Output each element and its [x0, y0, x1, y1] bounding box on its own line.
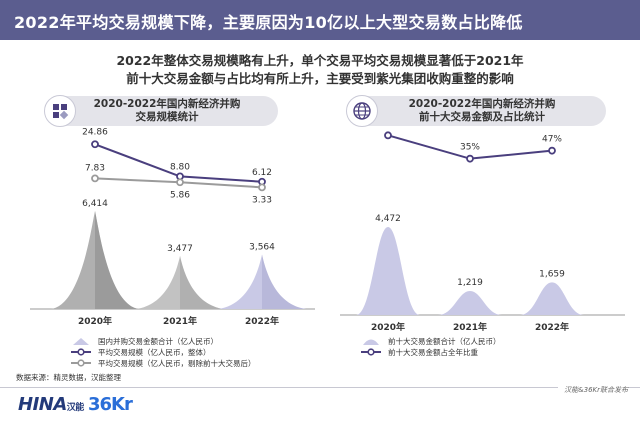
legend-dark-line-mark — [360, 347, 382, 357]
right-peak-label-1: 4,472 — [375, 214, 401, 224]
right-point-share-1 — [384, 131, 392, 140]
grid-squares-icon — [53, 104, 69, 120]
left-chart: 6,414 3,477 3,564 24.86 8.80 6.12 7.83 5.86 3.3… — [30, 128, 315, 327]
hina-logo-text: HINA — [18, 394, 67, 415]
right-peak-1 — [356, 227, 420, 315]
left-label-avg-all-1: 24.86 — [82, 128, 108, 137]
left-peak-shade-2 — [180, 255, 224, 309]
left-label-avg-all-3: 6.12 — [252, 168, 272, 178]
right-point-share-2 — [466, 154, 474, 163]
right-legend-label-2: 前十大交易金额占全年比重 — [388, 347, 478, 357]
legend-peak-mark — [360, 336, 382, 346]
left-point-avg-all-1 — [91, 140, 99, 149]
36kr-logo-text: 36Kr — [88, 394, 133, 415]
right-label-share-2: 35% — [460, 143, 480, 153]
legend-dark-line-mark — [70, 347, 92, 357]
right-panel-header-line-2: 前十大交易金额及占比统计 — [419, 111, 545, 123]
right-panel-header: 2020-2022年国内新经济并购 前十大交易金额及占比统计 — [358, 96, 606, 126]
left-legend-label-3: 平均交易规模（亿人民币，剔除前十大交易后） — [98, 358, 256, 368]
legend-peak-mark — [70, 336, 92, 346]
hina-logo: HINA汉能 — [18, 394, 84, 415]
left-legend-label-1: 国内并购交易金额合计（亿人民币） — [98, 336, 218, 346]
left-panel-icon-circle — [44, 95, 76, 127]
right-label-share-3: 47% — [542, 135, 562, 145]
left-peak-shade-3 — [262, 254, 306, 309]
left-label-avg-all-2: 8.80 — [170, 162, 190, 172]
right-x-tick-1: 2020年 — [371, 321, 405, 333]
left-legend-item-1: 国内并购交易金额合计（亿人民币） — [70, 336, 218, 346]
right-legend-item-2: 前十大交易金额占全年比重 — [360, 347, 478, 357]
subtitle-line-1: 2022年整体交易规模略有上升，单个交易平均交易规模显著低于2021年 — [116, 53, 524, 68]
right-legend-label-1: 前十大交易金额合计（亿人民币） — [388, 336, 501, 346]
left-panel-header-line-2: 交易规模统计 — [135, 111, 199, 123]
footer-divider — [0, 387, 640, 388]
36kr-logo: 36Kr — [88, 394, 133, 415]
left-label-avg-ex-top10-3: 3.33 — [252, 195, 272, 205]
right-x-tick-3: 2022年 — [535, 321, 569, 333]
left-label-avg-ex-top10-2: 5.86 — [170, 190, 190, 200]
hina-logo-cn: 汉能 — [66, 403, 85, 413]
left-x-tick-3: 2022年 — [245, 315, 279, 327]
left-label-avg-ex-top10-1: 7.83 — [85, 163, 105, 173]
left-legend-item-2: 平均交易规模（亿人民币，整体） — [70, 347, 211, 357]
left-x-tick-1: 2020年 — [78, 315, 112, 327]
right-peak-label-3: 1,659 — [539, 269, 565, 279]
right-chart: 4,472 1,219 1,659 70% 35% 47% 2020年 2021年 2022… — [340, 128, 625, 333]
left-peak-label-2: 3,477 — [167, 244, 193, 254]
right-legend-item-1: 前十大交易金额合计（亿人民币） — [360, 336, 501, 346]
left-panel-header-line-1: 2020-2022年国内新经济并购 — [93, 98, 241, 110]
right-peak-2 — [438, 291, 502, 315]
legend-gray-line-mark — [70, 358, 92, 368]
right-label-share-1: 70% — [378, 128, 398, 129]
right-panel-icon-circle — [346, 95, 378, 127]
data-source: 数据来源：精灵数据，汉能整理 — [16, 373, 121, 382]
right-point-share-3 — [548, 146, 556, 155]
left-peak-label-1: 6,414 — [82, 199, 108, 209]
left-panel-header: 2020-2022年国内新经济并购 交易规模统计 — [56, 96, 278, 126]
left-point-avg-ex-top10-2 — [176, 178, 184, 187]
left-point-avg-ex-top10-1 — [91, 174, 99, 183]
title-bar: 2022年平均交易规模下降，主要原因为10亿以上大型交易数占比降低 — [0, 0, 640, 40]
subtitle-line-2: 前十大交易金额与占比均有所上升，主要受到紫光集团收购重整的影响 — [126, 71, 514, 86]
left-x-tick-2: 2021年 — [163, 315, 197, 327]
page-title: 2022年平均交易规模下降，主要原因为10亿以上大型交易数占比降低 — [14, 13, 523, 32]
right-peak-label-2: 1,219 — [457, 278, 483, 288]
left-peak-shade-1 — [95, 211, 139, 309]
left-peak-label-3: 3,564 — [249, 243, 275, 253]
right-x-tick-2: 2021年 — [453, 321, 487, 333]
left-legend-label-2: 平均交易规模（亿人民币，整体） — [98, 347, 211, 357]
left-legend-item-3: 平均交易规模（亿人民币，剔除前十大交易后） — [70, 358, 256, 368]
footer-credit: 汉能&36Kr联合发布 — [558, 385, 628, 395]
left-point-avg-ex-top10-3 — [258, 183, 266, 192]
globe-icon — [353, 102, 371, 120]
right-panel-header-line-1: 2020-2022年国内新经济并购 — [408, 98, 556, 110]
right-peak-3 — [520, 282, 584, 315]
